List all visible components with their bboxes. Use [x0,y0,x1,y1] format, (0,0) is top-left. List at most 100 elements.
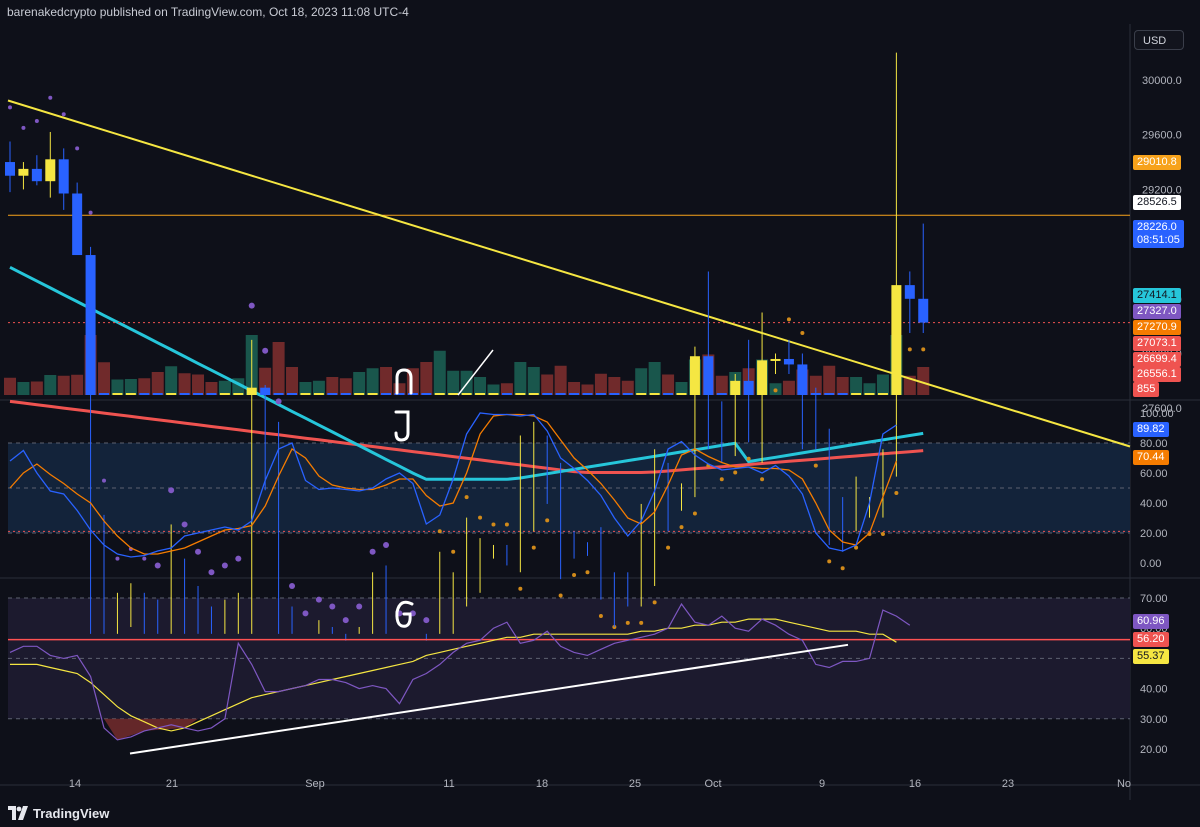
time-tick-label: 9 [819,778,825,790]
sar-dot [275,398,282,405]
candle-body [501,393,512,395]
candle-body [233,393,244,395]
price-tick-label: 29600.0 [1142,130,1182,142]
publisher-header: barenakedcrypto published on TradingView… [0,0,1200,24]
candle-body [166,393,177,395]
candle-body [810,393,821,395]
candle-body [622,393,633,395]
sar-dot [88,210,93,215]
sar-dot [625,620,630,625]
time-tick-label: 11 [443,778,454,790]
candle-body [407,393,418,395]
time-tick-label: 21 [166,778,178,790]
candle-body [783,358,794,365]
candle-body [394,393,405,395]
candle-body [5,162,15,176]
ema-slow-line [9,399,924,474]
volume-bar [151,372,164,395]
volume-bar [272,342,285,395]
volume-bar [863,383,876,395]
sar-dot [383,541,390,548]
volume-bar [487,384,500,395]
volume-bar [98,362,111,395]
volume-bar [782,380,795,395]
sar-dot [464,495,469,500]
volume-bar [339,378,352,395]
tradingview-logo[interactable]: TradingView [8,802,109,824]
sar-dot [894,490,899,495]
sar-dot [451,549,456,554]
volume-bar [326,377,339,395]
candle-body [139,393,150,395]
sar-dot [329,603,336,610]
sar-dot [61,112,66,117]
volume-bar [635,368,648,395]
rsi-line [9,602,911,741]
handwritten-j-mark [394,410,410,442]
rsi-tick-label: 20.00 [1140,744,1168,756]
volume-bar [178,373,191,395]
sar-dot [746,456,751,461]
volume-bar [662,374,675,395]
sar-dot [572,573,577,578]
candle-body [837,393,848,395]
sar-dot [168,487,175,494]
volume-bar [420,362,433,395]
candle-body [125,393,136,395]
candle-body [193,393,204,395]
volume-bar [111,379,124,395]
candle-body [797,364,808,395]
candle-body [381,393,392,395]
volume-bar [17,382,30,395]
candle-body [636,393,647,395]
volume-bar [675,382,688,395]
candle-body [152,393,163,395]
volume-bar [71,374,84,395]
volume-bar [917,367,930,395]
volume-bar [165,366,178,395]
volume-bar [876,374,889,395]
price-tag: 26699.4 [1133,352,1181,367]
volume-bar [205,382,218,395]
sar-dot [840,566,845,571]
volume-bar [648,362,661,395]
time-tick-label: 16 [909,778,921,790]
volume-bar [809,375,822,395]
sar-dot [773,388,778,393]
candle-body [757,360,768,395]
price-tag: 28226.0 08:51:05 [1133,220,1184,248]
sar-dot [221,562,228,569]
sar-dot [733,470,738,475]
volume-bar [124,379,137,395]
sar-dot [115,556,120,561]
sar-dot [921,347,926,352]
sar-dot [75,146,80,151]
volume-bar [594,373,607,395]
price-tag: 855 [1133,382,1160,397]
currency-button[interactable]: USD [1134,30,1184,50]
stoch-tick-label: 0.00 [1140,558,1161,570]
candle-body [287,393,298,395]
sar-dot [102,478,107,483]
candle-body [246,387,257,395]
candle-body [864,393,875,395]
sar-dot [34,119,39,124]
sar-dot [679,525,684,530]
candle-body [461,393,472,395]
chart-canvas[interactable]: 27600.028000.028400.028800.029200.029600… [0,0,1200,800]
candle-body [354,393,365,395]
volume-bar [554,365,567,395]
candle-body [555,393,566,395]
candle-body [434,393,445,395]
candle-body [260,387,271,395]
time-tick-label: 18 [536,778,548,790]
sar-dot [491,522,496,527]
sar-dot [315,596,322,603]
volume-bar [474,377,487,395]
candle-body [219,393,230,395]
tradingview-logo-icon [8,806,28,820]
candle-body [569,393,580,395]
sar-dot [907,347,912,352]
time-tick-label: 23 [1002,778,1014,790]
candle-body [300,393,311,395]
